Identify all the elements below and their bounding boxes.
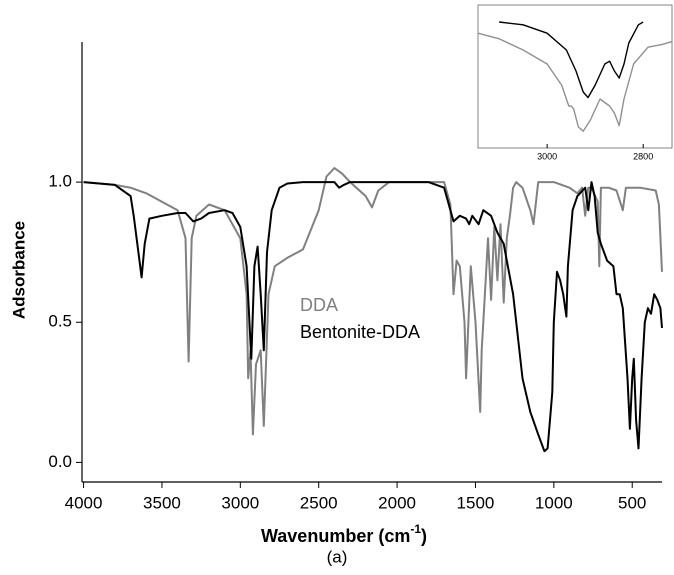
x-tick-label: 500 <box>618 493 646 512</box>
y-axis-label: Adsorbance <box>9 221 28 319</box>
legend-entry: Bentonite-DDA <box>300 322 420 342</box>
x-label-end: ) <box>421 526 427 546</box>
series-line <box>83 167 663 436</box>
caption: (a) <box>327 547 348 566</box>
x-label-sup: -1 <box>410 522 421 536</box>
y-tick-label: 0.5 <box>48 312 72 331</box>
series-line <box>499 21 644 99</box>
x-tick-label: 2000 <box>378 493 416 512</box>
y-tick-label: 1.0 <box>48 172 72 191</box>
inset-x-tick-label: 3000 <box>537 151 557 161</box>
inset-x-tick-label: 2800 <box>633 151 653 161</box>
x-tick-label: 1000 <box>535 493 573 512</box>
x-axis-label: Wavenumber (cm-1) <box>261 522 427 546</box>
x-tick-label: 3500 <box>143 493 181 512</box>
x-label-main: Wavenumber (cm <box>261 526 410 546</box>
x-tick-label: 2500 <box>300 493 338 512</box>
x-tick-label: 3000 <box>221 493 259 512</box>
series-line <box>477 32 673 132</box>
x-tick-label: 1500 <box>457 493 495 512</box>
x-tick-label: 4000 <box>65 493 103 512</box>
inset-frame <box>477 4 673 149</box>
series-line <box>83 181 663 453</box>
legend-entry: DDA <box>300 295 338 315</box>
y-tick-label: 0.0 <box>48 452 72 471</box>
